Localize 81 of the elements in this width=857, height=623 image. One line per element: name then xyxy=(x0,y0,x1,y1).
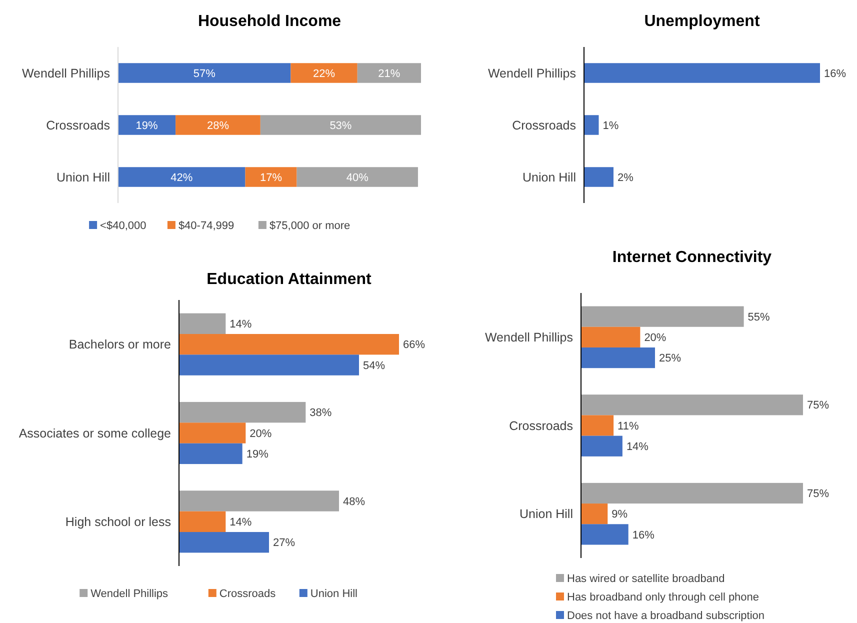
data-label: 19% xyxy=(136,120,158,132)
bar xyxy=(581,326,640,348)
data-label: 48% xyxy=(343,496,366,508)
y-tick-label: Crossroads xyxy=(509,418,573,433)
data-label: 17% xyxy=(260,172,282,184)
data-label: 55% xyxy=(748,311,770,324)
legend-label: Has wired or satellite broadband xyxy=(567,572,725,585)
bar xyxy=(581,436,622,456)
bar xyxy=(581,524,628,545)
y-tick-label: Crossroads xyxy=(512,118,576,132)
legend-label: Union Hill xyxy=(310,588,358,600)
y-tick-label: Wendell Phillips xyxy=(22,66,110,80)
bar xyxy=(179,443,242,464)
bar xyxy=(357,63,421,83)
legend-label: Has broadband only through cell phone xyxy=(567,591,760,604)
data-label: 14% xyxy=(230,318,252,330)
y-tick-label: Wendell Phillips xyxy=(488,66,576,80)
bar xyxy=(118,63,291,83)
bar xyxy=(179,532,269,553)
legend-label: $40-74,999 xyxy=(178,220,234,232)
y-tick-label: Wendell Phillips xyxy=(484,330,573,345)
chart-title: Education Attainment xyxy=(206,271,372,288)
data-label: 75% xyxy=(807,488,830,500)
bar xyxy=(176,115,260,135)
legend-label: <$40,000 xyxy=(100,220,146,232)
bar xyxy=(581,415,614,436)
data-label: 28% xyxy=(206,120,230,132)
legend-label: Crossroads xyxy=(219,588,276,600)
data-label: 9% xyxy=(612,508,628,521)
data-label: 21% xyxy=(378,68,400,80)
data-label: 19% xyxy=(246,448,269,461)
bar xyxy=(179,422,246,444)
data-label: 20% xyxy=(250,428,272,440)
data-label: 27% xyxy=(273,537,296,550)
data-label: 22% xyxy=(313,68,336,80)
data-label: 2% xyxy=(618,172,634,184)
data-label: 16% xyxy=(824,68,846,80)
bar xyxy=(118,167,246,187)
y-tick-label: Bachelors or more xyxy=(68,338,172,352)
y-tick-label: Crossroads xyxy=(46,118,110,132)
data-label: 11% xyxy=(618,420,639,432)
legend-label: Does not have a broadband subscription xyxy=(567,610,765,622)
data-label: 20% xyxy=(644,332,666,344)
chart-title: Household Income xyxy=(198,13,342,30)
data-label: 14% xyxy=(230,516,252,529)
data-label: 16% xyxy=(632,529,655,542)
legend-label: $75,000 or more xyxy=(269,220,350,232)
data-label: 25% xyxy=(659,352,682,365)
y-tick-label: Union Hill xyxy=(520,507,573,522)
data-label: 40% xyxy=(346,172,369,184)
data-label: 66% xyxy=(403,339,426,352)
bar xyxy=(581,482,803,504)
data-label: 75% xyxy=(807,400,830,412)
bar xyxy=(581,347,655,368)
bar xyxy=(179,490,339,512)
data-label: 54% xyxy=(363,360,386,372)
data-label: 42% xyxy=(170,172,193,184)
bar xyxy=(581,394,803,416)
data-label: 38% xyxy=(310,407,332,420)
y-tick-label: High school or less xyxy=(65,515,171,530)
data-label: 53% xyxy=(330,120,352,132)
chart-title: Internet Connectivity xyxy=(612,249,772,266)
bar xyxy=(179,354,359,376)
data-label: 1% xyxy=(602,120,619,132)
bar xyxy=(245,167,297,187)
chart-title: Unemployment xyxy=(644,13,760,30)
bar xyxy=(179,402,306,423)
bar xyxy=(581,504,608,524)
bar xyxy=(179,313,226,334)
bar xyxy=(290,63,358,83)
data-label: 57% xyxy=(193,68,216,80)
bar xyxy=(179,511,226,532)
bar xyxy=(118,115,176,135)
y-tick-label: Associates or some college xyxy=(18,426,172,440)
bar xyxy=(581,306,744,327)
data-label: 14% xyxy=(626,440,649,453)
bar xyxy=(260,115,421,135)
y-tick-label: Union Hill xyxy=(56,170,110,184)
y-tick-label: Union Hill xyxy=(522,170,576,184)
bar xyxy=(296,167,418,187)
bar xyxy=(179,334,399,355)
